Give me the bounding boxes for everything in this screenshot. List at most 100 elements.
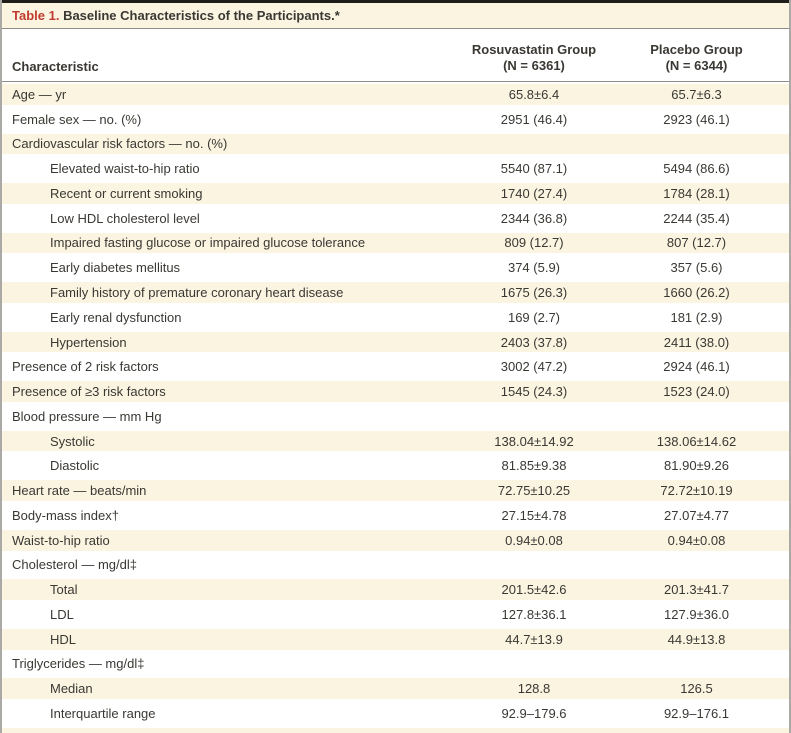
placebo-value: 126.5: [680, 681, 713, 697]
table-row: Systolic 138.04±14.92 138.06±14.62: [2, 428, 789, 454]
placebo-value: 357 (5.6): [670, 260, 723, 276]
row-label: HDL: [50, 631, 77, 647]
row-label: Family history of premature coronary hea…: [50, 285, 344, 300]
row-label: Low HDL cholesterol level: [50, 210, 200, 226]
table-row: Low HDL cholesterol level 2344 (36.8) 22…: [2, 205, 789, 231]
bottom-partial-stripe: [2, 725, 789, 733]
placebo-value: 127.9±36.0: [664, 606, 729, 622]
table-row: Elevated waist-to-hip ratio 5540 (87.1) …: [2, 156, 789, 182]
table-row: Cardiovascular risk factors — no. (%): [2, 131, 789, 157]
table-row: Impaired fasting glucose or impaired glu…: [2, 230, 789, 256]
rosuvastatin-value: 2951 (46.4): [500, 111, 568, 127]
rosuvastatin-value: 92.9–179.6: [501, 706, 567, 722]
row-label: Hypertension: [50, 334, 127, 350]
row-label: Cardiovascular risk factors — no. (%): [12, 136, 228, 152]
table-row: Presence of ≥3 risk factors 1545 (24.3) …: [2, 379, 789, 404]
placebo-group-name: Placebo Group: [650, 42, 743, 57]
row-label: Body-mass index†: [12, 507, 119, 523]
row-label: Early renal dysfunction: [50, 309, 182, 325]
row-label: Age — yr: [12, 86, 67, 102]
row-label: Presence of ≥3 risk factors: [12, 384, 166, 400]
table-number: Table 1.: [12, 8, 60, 23]
column-header-characteristic: Characteristic: [12, 59, 99, 74]
rosuvastatin-value: 127.8±36.1: [501, 606, 567, 622]
placebo-value: 807 (12.7): [666, 235, 727, 251]
row-label: Heart rate — beats/min: [12, 483, 147, 499]
row-label: Waist-to-hip ratio: [12, 532, 110, 548]
rosuvastatin-value: 128.8: [517, 681, 551, 697]
table-row: Interquartile range 92.9–179.6 92.9–176.…: [2, 701, 789, 726]
header-divider: [2, 81, 789, 82]
row-label: Systolic: [50, 433, 95, 449]
rosuvastatin-value: 27.15±4.78: [501, 507, 567, 523]
placebo-value: 65.7±6.3: [671, 86, 722, 102]
rosuvastatin-value: 1740 (27.4): [500, 185, 568, 201]
table-row: Triglycerides — mg/dl‡: [2, 651, 789, 677]
table-row: Presence of 2 risk factors 3002 (47.2) 2…: [2, 354, 789, 380]
row-label: Impaired fasting glucose or impaired glu…: [50, 235, 366, 251]
table-row: Cholesterol — mg/dl‡: [2, 552, 789, 578]
placebo-value: 72.72±10.19: [660, 483, 733, 499]
table-body: Age — yr 65.8±6.4 65.7±6.3 Female sex — …: [2, 82, 789, 726]
row-label: Presence of 2 risk factors: [12, 359, 159, 375]
row-label: Cholesterol — mg/dl‡: [12, 557, 137, 573]
placebo-value: 1784 (28.1): [663, 185, 730, 201]
row-label: Diastolic: [50, 458, 100, 474]
column-header-row: Characteristic Rosuvastatin Group (N = 6…: [2, 29, 789, 81]
placebo-value: 81.90±9.26: [664, 458, 729, 474]
rosuvastatin-value: 65.8±6.4: [508, 86, 560, 102]
table-row: LDL 127.8±36.1 127.9±36.0: [2, 602, 789, 627]
placebo-value: 2244 (35.4): [663, 210, 730, 226]
rosuvastatin-value: 201.5±42.6: [501, 582, 567, 598]
row-label: Median: [50, 681, 93, 697]
row-label: Triglycerides — mg/dl‡: [12, 656, 145, 672]
row-label: Early diabetes mellitus: [50, 260, 181, 276]
table-row: Hypertension 2403 (37.8) 2411 (38.0): [2, 329, 789, 355]
rosuvastatin-value: 0.94±0.08: [505, 532, 563, 548]
rosuvastatin-value: 5540 (87.1): [500, 161, 568, 177]
table-top-rule: [2, 0, 789, 3]
row-label: Female sex — no. (%): [12, 111, 142, 127]
table-row: Diastolic 81.85±9.38 81.90±9.26: [2, 453, 789, 479]
table-row: Family history of premature coronary hea…: [2, 280, 789, 305]
rosuvastatin-value: 1545 (24.3): [500, 384, 568, 400]
rosuvastatin-value: 374 (5.9): [507, 260, 561, 276]
rosuvastatin-value: 81.85±9.38: [501, 458, 567, 474]
table-row: Waist-to-hip ratio 0.94±0.08 0.94±0.08: [2, 527, 789, 553]
placebo-value: 2924 (46.1): [663, 359, 730, 375]
rosuvastatin-value: 2403 (37.8): [500, 334, 568, 350]
table-title-bar: Table 1. Baseline Characteristics of the…: [2, 3, 789, 28]
table-title-text: Baseline Characteristics of the Particip…: [59, 8, 340, 23]
row-label: LDL: [50, 606, 74, 622]
rosuvastatin-value: 44.7±13.9: [505, 631, 563, 647]
table-row: Early renal dysfunction 169 (2.7) 181 (2…: [2, 304, 789, 330]
row-label: Total: [50, 582, 78, 598]
placebo-value: 201.3±41.7: [664, 582, 729, 598]
table-row: Blood pressure — mm Hg: [2, 403, 789, 429]
placebo-value: 1660 (26.2): [663, 285, 730, 300]
placebo-value: 44.9±13.8: [667, 631, 726, 647]
table-row: Female sex — no. (%) 2951 (46.4) 2923 (4…: [2, 106, 789, 132]
row-label: Elevated waist-to-hip ratio: [50, 161, 200, 177]
column-header-placebo: Placebo Group (N = 6344): [614, 42, 779, 74]
rosuvastatin-group-name: Rosuvastatin Group: [471, 42, 597, 57]
placebo-value: 2411 (38.0): [663, 334, 730, 350]
placebo-value: 181 (2.9): [670, 309, 723, 325]
row-label: Interquartile range: [50, 706, 156, 722]
table-row: Total 201.5±42.6 201.3±41.7: [2, 577, 789, 603]
placebo-value: 92.9–176.1: [663, 706, 730, 722]
table-row: Heart rate — beats/min 72.75±10.25 72.72…: [2, 478, 789, 504]
table-row: HDL 44.7±13.9 44.9±13.8: [2, 626, 789, 652]
placebo-value: 0.94±0.08: [667, 532, 726, 548]
table-row: Median 128.8 126.5: [2, 676, 789, 702]
placebo-group-n: (N = 6344): [665, 58, 728, 73]
table-row: Recent or current smoking 1740 (27.4) 17…: [2, 181, 789, 206]
placebo-value: 2923 (46.1): [663, 111, 730, 127]
placebo-value: 27.07±4.77: [664, 507, 729, 523]
rosuvastatin-value: 1675 (26.3): [500, 285, 568, 300]
placebo-value: 5494 (86.6): [663, 161, 730, 177]
table-row: Body-mass index† 27.15±4.78 27.07±4.77: [2, 503, 789, 528]
rosuvastatin-value: 138.04±14.92: [494, 433, 574, 449]
rosuvastatin-value: 72.75±10.25: [497, 483, 571, 499]
